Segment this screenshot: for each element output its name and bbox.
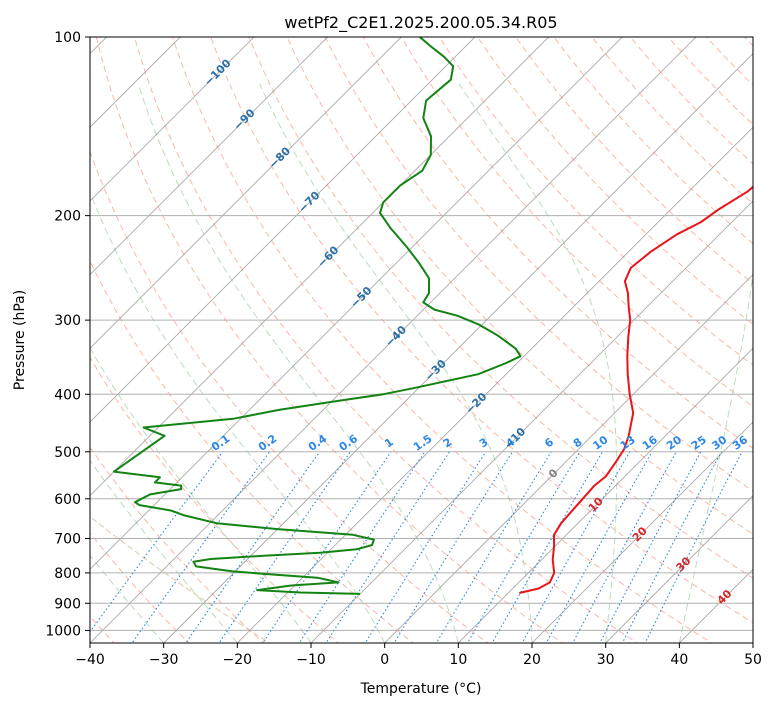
isotherm-line (90, 37, 697, 643)
y-tick-label: 900 (54, 596, 81, 612)
dry-adiabat-line (477, 37, 753, 325)
isotherm-line (236, 126, 753, 643)
y-tick-label: 1000 (45, 623, 81, 639)
x-tick-label: 30 (597, 652, 615, 668)
isotherm-line (90, 37, 402, 349)
moist-adiabat-line (90, 346, 312, 643)
mixing-ratio-line (435, 451, 552, 643)
x-axis-label: Temperature (°C) (360, 681, 482, 697)
x-tick-label: −10 (296, 652, 326, 668)
moist-adiabat-line (259, 83, 533, 643)
dry-adiabat-line (400, 37, 753, 408)
dry-adiabat-line (248, 37, 753, 579)
y-tick-label: 800 (54, 566, 81, 582)
y-tick-label: 500 (54, 445, 81, 461)
isotherm-line (605, 495, 753, 643)
mixing-ratio-line (218, 451, 351, 643)
x-tick-label: 10 (449, 652, 467, 668)
dry-adiabat-line (286, 37, 753, 535)
isotherm-line (90, 37, 623, 570)
mixing-ratio-line (325, 451, 451, 643)
dry-adiabat-line (438, 37, 753, 366)
y-tick-label: 400 (54, 387, 81, 403)
moist-adiabat-line (137, 83, 459, 643)
plot-area (90, 37, 753, 643)
plot-background (90, 37, 753, 643)
mixing-ratio-line (131, 451, 271, 643)
isotherms (0, 10, 753, 655)
dry-adiabat-line (362, 37, 753, 449)
isotherm-line (90, 37, 550, 497)
mixing-ratio-line (521, 451, 631, 643)
isotherm-line (163, 52, 753, 643)
x-tick-label: 50 (744, 652, 762, 668)
isotherm-line (310, 200, 753, 643)
moist-adiabat-line (678, 269, 753, 643)
y-tick-label: 600 (54, 492, 81, 508)
mixing-ratio-line (572, 451, 677, 643)
mixing-ratio-line (545, 451, 653, 643)
isotherm-line (90, 37, 255, 202)
x-tick-label: 0 (380, 652, 389, 668)
dry-adiabat-line (90, 260, 414, 643)
dry-adiabat-line (90, 150, 489, 643)
x-tick-label: 40 (670, 652, 688, 668)
sounding-series (113, 37, 753, 595)
isotherm-line (90, 37, 181, 128)
isotherm-line (90, 37, 329, 276)
isotherm-line (531, 421, 753, 643)
y-tick-label: 200 (54, 209, 81, 225)
axes: −40 −30 −20 −10 0 10 20 30 40 50 1000 900 800 700 600 5… (45, 30, 762, 668)
x-tick-label: 20 (523, 652, 541, 668)
mixing-ratio-line (599, 451, 702, 643)
mixing-ratio-line (393, 451, 513, 643)
x-tick-label: −40 (75, 652, 105, 668)
y-axis-label: Pressure (hPa) (12, 290, 28, 390)
y-tick-label: 300 (54, 313, 81, 329)
dewpoint-profile-line (113, 37, 522, 595)
y-tick-label: 100 (54, 30, 81, 46)
mixing-ratio-line (466, 451, 581, 643)
chart-title: wetPf2_C2E1.2025.200.05.34.R05 (284, 13, 557, 33)
plot-frame (89, 36, 754, 644)
mixing-ratio-line (298, 451, 426, 643)
isotherm-line (384, 274, 753, 643)
isotherm-line (0, 10, 60, 655)
mixing-ratio-line (364, 451, 487, 643)
mixing-ratio-line (262, 451, 392, 643)
temperature-profile-line (519, 185, 753, 594)
x-tick-label: −20 (223, 652, 253, 668)
x-tick-label: −30 (149, 652, 179, 668)
dry-adiabat-line (172, 37, 713, 643)
mixing-ratio-line (491, 451, 603, 643)
isobar-gridlines (90, 37, 753, 631)
mixing-ratio-lines (90, 451, 743, 643)
isotherm-line (90, 37, 476, 423)
dry-adiabat-line (324, 37, 753, 492)
y-tick-label: 700 (54, 532, 81, 548)
